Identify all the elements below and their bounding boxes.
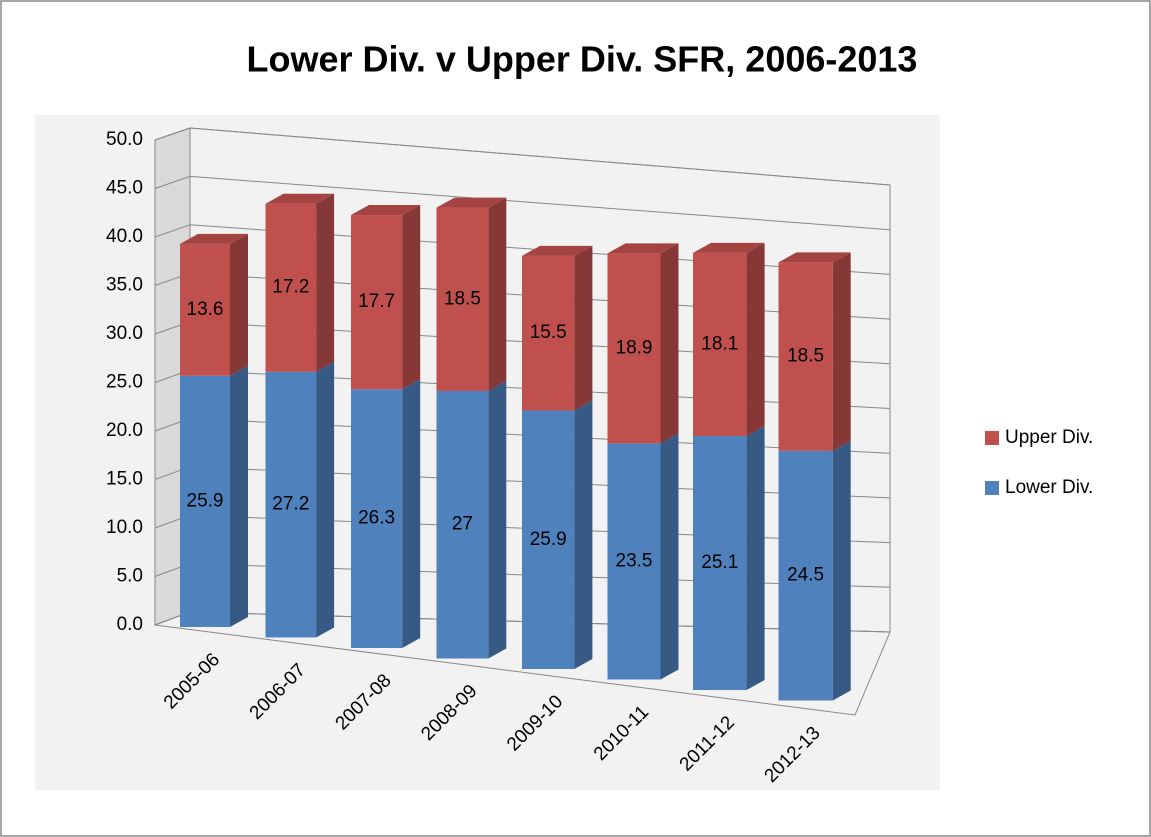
bar-side [316, 361, 335, 638]
bar-top [522, 245, 593, 256]
value-label: 18.9 [616, 337, 653, 358]
bar [607, 253, 661, 444]
bar [778, 262, 833, 451]
bar-side [316, 193, 335, 372]
bar [180, 375, 230, 627]
bar [436, 390, 489, 659]
bar-side [230, 233, 248, 376]
grid-line-side [154, 127, 191, 141]
bar-top [607, 243, 679, 254]
bar-side [832, 440, 851, 701]
bar-top [436, 197, 507, 208]
value-label: 17.7 [358, 291, 395, 312]
y-tick-label: 50.0 [106, 129, 143, 150]
bar-side [488, 197, 507, 391]
value-label: 18.5 [787, 346, 824, 367]
bar [522, 410, 575, 669]
y-tick-label: 20.0 [106, 420, 143, 441]
bar-side [660, 433, 679, 680]
bar-side [574, 400, 593, 669]
bar-top [778, 252, 851, 263]
bar [265, 203, 317, 372]
value-label: 23.5 [616, 550, 653, 571]
value-label: 27 [452, 514, 473, 535]
bar-side [746, 425, 765, 690]
value-label: 17.2 [272, 277, 309, 298]
y-tick-label: 45.0 [106, 178, 143, 199]
value-label: 24.5 [787, 565, 824, 586]
bar-side [488, 380, 507, 659]
value-label: 15.5 [530, 322, 567, 343]
bar [693, 435, 747, 690]
legend-swatch [985, 431, 999, 445]
bar [522, 255, 575, 411]
bar-top [265, 193, 335, 204]
y-tick-label: 10.0 [106, 517, 143, 538]
bar-side [230, 365, 248, 627]
value-label: 27.2 [272, 494, 309, 515]
legend-label: Upper Div. [1005, 427, 1093, 448]
bar-top [180, 233, 248, 244]
y-tick-label: 25.0 [106, 372, 143, 393]
bar [607, 443, 661, 680]
bar [436, 207, 489, 391]
grid-line-side [154, 175, 191, 189]
bar-top [693, 242, 765, 253]
legend-label: Lower Div. [1005, 477, 1093, 498]
y-tick-label: 40.0 [106, 226, 143, 247]
value-label: 18.1 [701, 333, 738, 354]
bar-side [402, 205, 421, 390]
y-tick-label: 0.0 [117, 614, 143, 635]
value-label: 25.9 [187, 490, 224, 511]
bar [693, 252, 747, 436]
value-label: 26.3 [358, 508, 395, 529]
legend-swatch [985, 481, 999, 495]
bar [265, 371, 317, 638]
grid-line-side [154, 224, 191, 238]
grid-line [189, 175, 891, 231]
plot: 0.0 5.0 10.0 15.0 20.0 25.0 30.0 35.0 40.0 45.0 50… [106, 127, 1093, 787]
bar-side [574, 245, 593, 411]
value-label: 25.1 [701, 552, 738, 573]
bar [351, 389, 403, 648]
bar-top [351, 205, 421, 216]
bar-side [746, 242, 765, 436]
value-label: 13.6 [187, 299, 224, 320]
bar-side [402, 379, 421, 648]
y-tick-label: 30.0 [106, 323, 143, 344]
y-tick-label: 15.0 [106, 469, 143, 490]
y-tick-label: 5.0 [117, 566, 143, 587]
bar [351, 215, 403, 390]
y-tick-label: 35.0 [106, 275, 143, 296]
bar [778, 450, 833, 701]
chart-title: Lower Div. v Upper Div. SFR, 2006-2013 [247, 39, 918, 80]
bar [180, 243, 230, 376]
grid-line [189, 127, 891, 186]
value-label: 18.5 [444, 288, 481, 309]
bar-side [832, 252, 851, 451]
bar-side [660, 243, 679, 444]
value-label: 25.9 [530, 529, 567, 550]
